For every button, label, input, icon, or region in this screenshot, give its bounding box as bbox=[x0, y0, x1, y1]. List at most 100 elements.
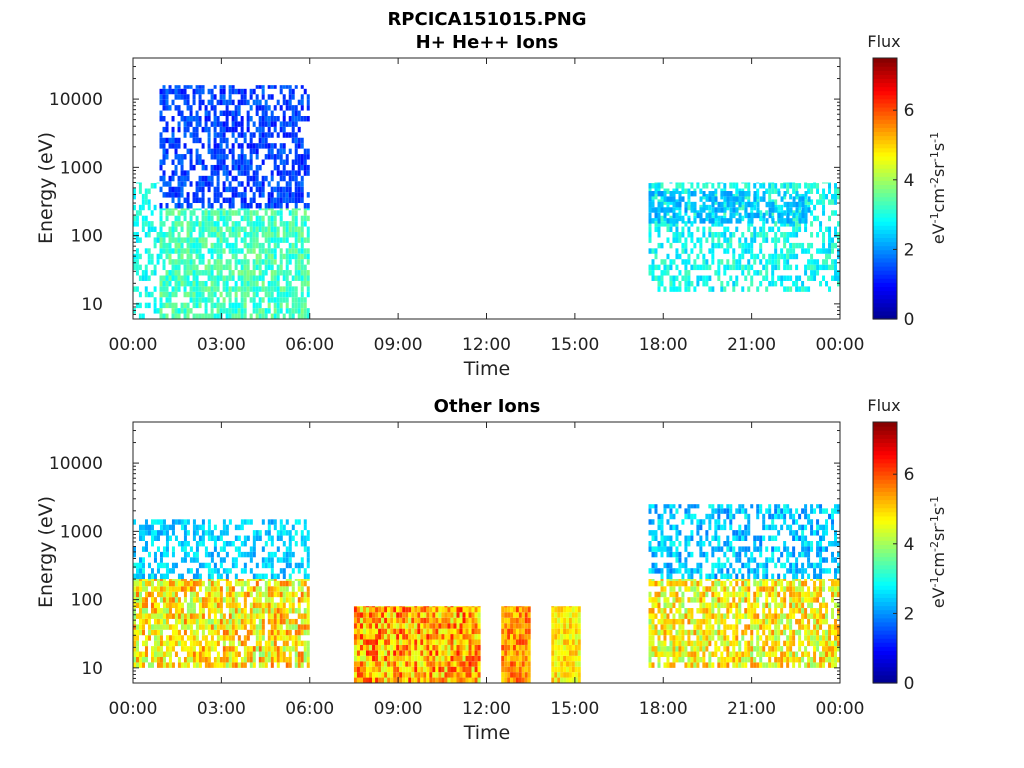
spectrogram-cell bbox=[240, 308, 244, 314]
spectrogram-cell bbox=[207, 519, 211, 525]
spectrogram-cell bbox=[681, 248, 685, 254]
spectrogram-cell bbox=[726, 201, 730, 208]
spectrogram-cell bbox=[426, 666, 430, 673]
spectrogram-cell bbox=[240, 662, 244, 668]
spectrogram-cell bbox=[252, 540, 256, 547]
spectrogram-cell bbox=[207, 137, 211, 144]
spectrogram-cell bbox=[207, 248, 211, 254]
spectrogram-cell bbox=[291, 159, 295, 165]
spectrogram-cell bbox=[390, 628, 394, 635]
spectrogram-cell bbox=[297, 275, 301, 281]
spectrogram-cell bbox=[297, 264, 301, 271]
spectrogram-cell bbox=[219, 148, 223, 155]
spectrogram-cell bbox=[384, 606, 388, 613]
spectrogram-cell bbox=[399, 650, 403, 656]
spectrogram-cell bbox=[654, 580, 658, 587]
spectrogram-cell bbox=[568, 677, 572, 683]
spectrogram-cell bbox=[153, 183, 157, 189]
spectrogram-cell bbox=[510, 612, 514, 618]
spectrogram-cell bbox=[201, 597, 205, 603]
spectrogram-cell bbox=[147, 624, 151, 630]
spectrogram-cell bbox=[577, 655, 581, 662]
spectrogram-cell bbox=[300, 640, 304, 647]
spectrogram-cell bbox=[234, 579, 238, 581]
spectrogram-cell bbox=[813, 259, 817, 265]
spectrogram-cell bbox=[225, 170, 229, 176]
spectrogram-cell bbox=[159, 215, 163, 222]
spectrogram-cell bbox=[819, 264, 823, 271]
spectrogram-cell bbox=[162, 85, 166, 89]
spectrogram-cell bbox=[207, 210, 211, 216]
spectrogram-cell bbox=[447, 677, 451, 683]
spectrogram-cell bbox=[711, 608, 715, 614]
spectrogram-cell bbox=[678, 613, 682, 619]
spectrogram-cell bbox=[171, 116, 175, 122]
spectrogram-cell bbox=[285, 237, 289, 243]
spectrogram-cell bbox=[654, 264, 658, 271]
spectrogram-cell bbox=[276, 132, 280, 138]
spectrogram-cell bbox=[195, 640, 199, 647]
spectrogram-cell bbox=[804, 248, 808, 254]
spectrogram-cell bbox=[270, 618, 274, 625]
spectrogram-cell bbox=[282, 232, 286, 238]
spectrogram-cell bbox=[255, 302, 259, 309]
spectrogram-cell bbox=[699, 635, 703, 641]
spectrogram-cell bbox=[177, 110, 181, 117]
spectrogram-cell bbox=[303, 308, 307, 314]
spectrogram-cell bbox=[720, 221, 724, 227]
spectrogram-cell bbox=[762, 275, 766, 281]
spectrogram-cell bbox=[210, 232, 214, 238]
spectrogram-cell bbox=[657, 662, 661, 668]
spectrogram-cell bbox=[462, 644, 466, 651]
spectrogram-cell bbox=[174, 248, 178, 254]
spectrogram-cell bbox=[459, 644, 463, 651]
spectrogram-cell bbox=[270, 629, 274, 636]
spectrogram-cell bbox=[792, 196, 796, 202]
spectrogram-cell bbox=[714, 602, 718, 609]
spectrogram-cell bbox=[789, 286, 793, 292]
spectrogram-cell bbox=[765, 286, 769, 292]
spectrogram-cell bbox=[300, 226, 304, 232]
spectrogram-cell bbox=[780, 196, 784, 202]
colorbar-units: eV-1cm-2sr-1s-1 bbox=[928, 132, 948, 244]
spectrogram-cell bbox=[687, 204, 691, 211]
spectrogram-cell bbox=[285, 259, 289, 265]
spectrogram-cell bbox=[234, 253, 238, 260]
spectrogram-cell bbox=[702, 586, 706, 592]
spectrogram-cell bbox=[159, 164, 163, 171]
spectrogram-cell bbox=[699, 656, 703, 663]
spectrogram-cell bbox=[159, 297, 163, 303]
spectrogram-cell bbox=[255, 237, 259, 243]
spectrogram-cell bbox=[219, 535, 223, 541]
spectrogram-cell bbox=[444, 666, 448, 673]
spectrogram-cell bbox=[159, 662, 163, 668]
spectrogram-cell bbox=[759, 215, 763, 222]
spectrogram-cell bbox=[429, 634, 433, 640]
spectrogram-cell bbox=[372, 606, 376, 613]
spectrogram-cell bbox=[690, 207, 694, 213]
spectrogram-cell bbox=[303, 170, 307, 176]
spectrogram-cell bbox=[729, 275, 733, 281]
spectrogram-cell bbox=[273, 85, 277, 89]
spectrogram-cell bbox=[819, 193, 823, 200]
spectrogram-cell bbox=[687, 656, 691, 663]
spectrogram-cell bbox=[708, 226, 712, 233]
spectrogram-cell bbox=[828, 182, 832, 184]
spectrogram-cell bbox=[237, 608, 241, 614]
spectrogram-cell bbox=[288, 308, 292, 314]
spectrogram-cell bbox=[678, 201, 682, 208]
spectrogram-cell bbox=[285, 597, 289, 603]
spectrogram-cell bbox=[165, 137, 169, 144]
spectrogram-cell bbox=[150, 579, 154, 581]
spectrogram-cell bbox=[246, 613, 250, 619]
spectrogram-cell bbox=[795, 210, 799, 216]
spectrogram-cell bbox=[264, 232, 268, 238]
spectrogram-cell bbox=[285, 203, 289, 209]
spectrogram-cell bbox=[252, 597, 256, 603]
spectrogram-cell bbox=[568, 661, 572, 667]
spectrogram-cell bbox=[183, 597, 187, 603]
colorbar-segment bbox=[873, 74, 897, 79]
spectrogram-cell bbox=[174, 280, 178, 287]
spectrogram-cell bbox=[255, 629, 259, 636]
spectrogram-cell bbox=[255, 286, 259, 292]
